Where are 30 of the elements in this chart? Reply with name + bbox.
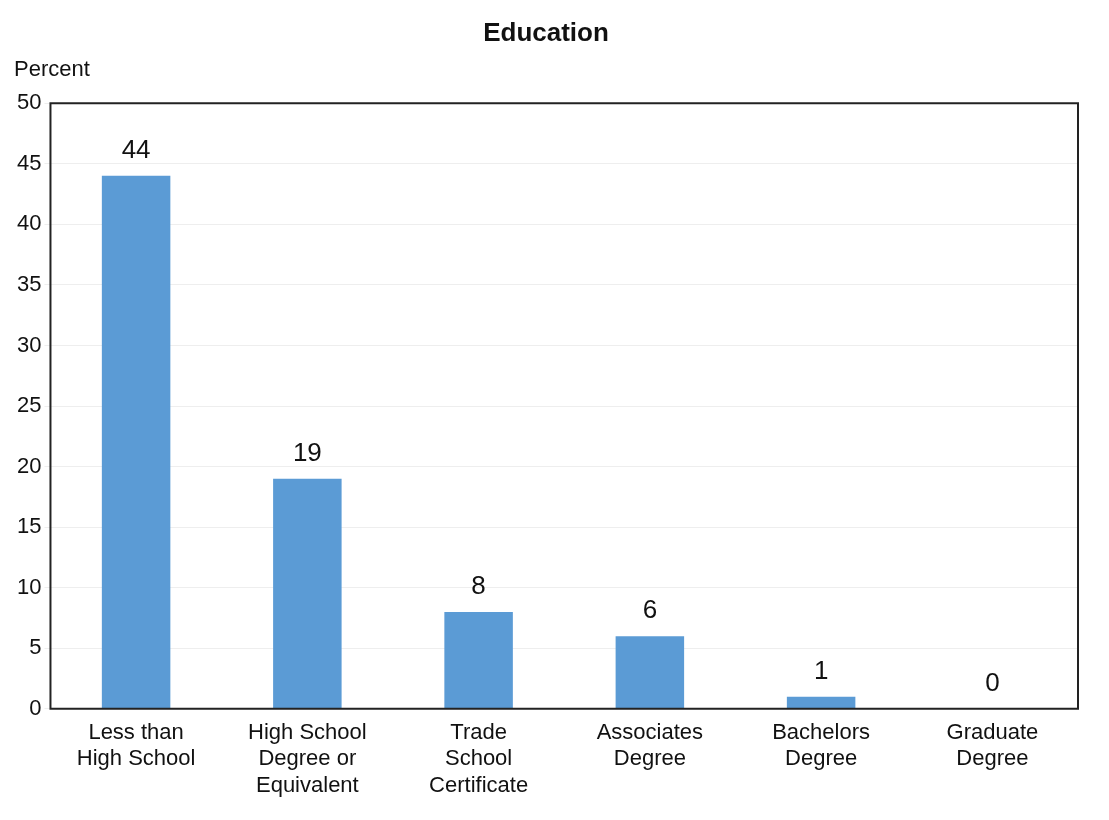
x-tick-label: Trade School Certificate — [429, 719, 529, 797]
x-tick-label: Associates Degree — [596, 719, 704, 771]
bar — [444, 611, 513, 709]
y-tick-label: 10 — [16, 573, 42, 599]
y-tick-label: 5 — [29, 634, 42, 660]
data-label: 44 — [121, 134, 151, 165]
y-tick-label: 15 — [16, 513, 42, 539]
bar — [101, 175, 171, 709]
y-tick-label: 45 — [16, 149, 42, 175]
data-label: 19 — [292, 436, 322, 467]
x-tick-label: Less than High School — [76, 719, 196, 771]
x-tick-label: High School Degree or Equivalent — [248, 719, 367, 797]
data-label: 6 — [642, 594, 658, 625]
bar — [786, 696, 856, 709]
bar — [615, 636, 685, 709]
x-tick-label: Bachelors Degree — [772, 719, 871, 771]
y-tick-label: 30 — [16, 331, 42, 357]
y-tick-label: 50 — [16, 89, 42, 115]
data-label: 0 — [985, 666, 1000, 697]
y-tick-label: 0 — [29, 694, 42, 720]
chart-title: Education — [483, 16, 609, 47]
y-tick-label: 20 — [16, 452, 42, 478]
y-axis-title: Percent — [14, 56, 90, 82]
data-label: 1 — [813, 654, 829, 685]
data-label: 8 — [471, 570, 486, 601]
y-tick-label: 40 — [16, 210, 42, 236]
y-tick-label: 25 — [16, 392, 42, 418]
x-tick-label: Graduate Degree — [946, 719, 1039, 771]
bar — [273, 478, 342, 709]
y-tick-label: 35 — [16, 270, 42, 296]
